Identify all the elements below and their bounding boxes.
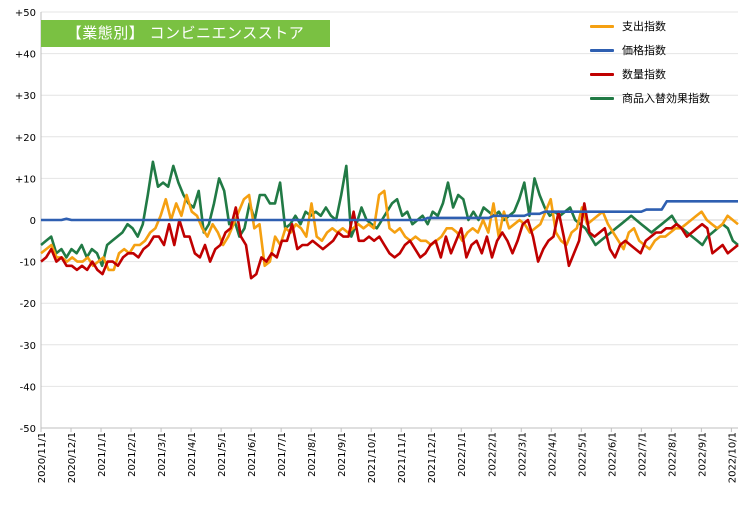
x-tick-label: 2021/11/1 (397, 432, 408, 483)
series-line (41, 200, 738, 222)
legend-swatch (590, 72, 614, 76)
legend-item: 価格指数 (590, 38, 740, 62)
x-tick-label: 2021/8/1 (307, 432, 318, 477)
y-tick-label: 0 (30, 216, 36, 227)
y-tick-label: +20 (15, 133, 36, 144)
x-tick-label: 2020/12/1 (67, 432, 78, 483)
y-tick-label: -30 (20, 341, 36, 352)
legend-item: 数量指数 (590, 62, 740, 86)
legend-swatch (590, 24, 614, 28)
legend-item: 商品入替効果指数 (590, 86, 740, 110)
x-tick-label: 2021/3/1 (157, 432, 168, 477)
chart-title: 【業態別】 コンビニエンスストア (41, 20, 330, 47)
x-tick-label: 2022/10/1 (727, 432, 738, 483)
y-tick-label: +50 (15, 8, 36, 19)
y-tick-label: +10 (15, 174, 36, 185)
x-tick-label: 2021/6/1 (247, 432, 258, 477)
y-tick-label: -20 (20, 299, 36, 310)
x-tick-label: 2022/9/1 (697, 432, 708, 477)
x-tick-label: 2022/4/1 (547, 432, 558, 477)
legend-item: 支出指数 (590, 14, 740, 38)
x-tick-label: 2020/11/1 (37, 432, 48, 483)
y-axis-ticks: +50 +40 +30 +20 +10 0 -10 -20 -30 -40 -50 (15, 8, 36, 435)
x-tick-label: 2021/4/1 (187, 432, 198, 477)
y-tick-label: -50 (20, 424, 36, 435)
series-line (40, 202, 739, 280)
x-tick-label: 2021/2/1 (127, 432, 138, 477)
y-tick-label: -10 (20, 258, 36, 269)
x-tick-label: 2021/7/1 (277, 432, 288, 477)
x-tick-label: 2022/6/1 (607, 432, 618, 477)
legend-label: 商品入替効果指数 (622, 92, 710, 105)
x-tick-label: 2022/8/1 (667, 432, 678, 477)
x-tick-label: 2022/3/1 (517, 432, 528, 477)
x-tick-label: 2022/1/1 (457, 432, 468, 477)
legend-swatch (590, 96, 614, 100)
y-tick-label: +30 (15, 91, 36, 102)
legend-swatch (590, 48, 614, 52)
x-tick-label: 2021/5/1 (217, 432, 228, 477)
x-tick-label: 2022/5/1 (577, 432, 588, 477)
y-tick-label: -40 (20, 382, 36, 393)
x-axis-ticks: 2020/11/1 2020/12/1 2021/1/1 2021/2/1 2021/3… (37, 428, 738, 483)
legend: 支出指数価格指数数量指数商品入替効果指数 (590, 14, 740, 110)
x-tick-label: 2022/2/1 (487, 432, 498, 477)
x-tick-label: 2022/7/1 (637, 432, 648, 477)
series-line (40, 189, 739, 272)
series-lines (40, 160, 739, 280)
x-tick-label: 2021/12/1 (427, 432, 438, 483)
x-tick-label: 2021/1/1 (97, 432, 108, 477)
legend-label: 数量指数 (622, 68, 666, 81)
series-line (40, 160, 739, 268)
legend-label: 価格指数 (622, 44, 666, 57)
x-tick-label: 2021/10/1 (367, 432, 378, 483)
legend-label: 支出指数 (622, 20, 666, 33)
x-tick-label: 2021/9/1 (337, 432, 348, 477)
y-tick-label: +40 (15, 50, 36, 61)
